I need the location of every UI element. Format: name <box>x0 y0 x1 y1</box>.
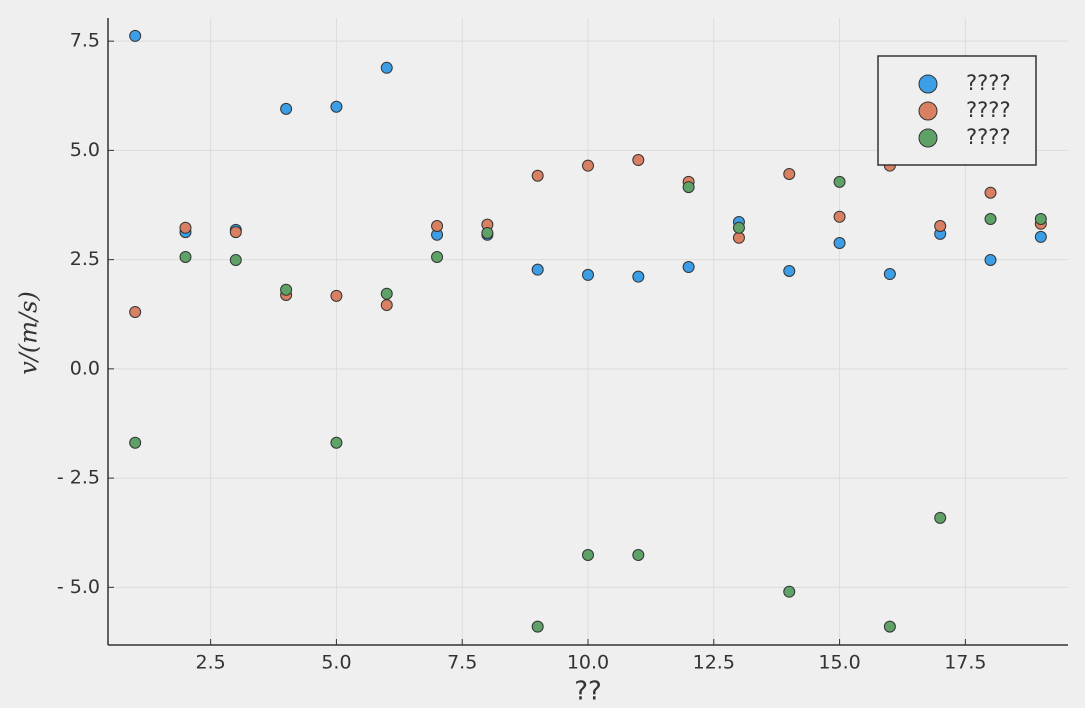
point <box>431 251 444 264</box>
point <box>732 231 745 244</box>
point <box>682 181 695 194</box>
legend-label: ???? <box>966 125 1011 149</box>
y-tick-label: 2.5 <box>70 248 100 270</box>
point <box>682 261 695 274</box>
legend-label: ???? <box>966 98 1011 122</box>
point <box>1034 212 1047 225</box>
y-tick-label: 5.0 <box>70 139 100 161</box>
legend-label: ???? <box>966 71 1011 95</box>
point <box>582 548 594 561</box>
point <box>531 263 544 276</box>
point <box>833 210 846 223</box>
x-axis-label: ?? <box>574 677 602 707</box>
point <box>1034 230 1047 243</box>
point <box>431 219 444 232</box>
x-tick-label: 12.5 <box>693 652 735 674</box>
x-tick-label: 15.0 <box>818 652 860 674</box>
point <box>380 287 393 300</box>
x-tick-label: 5.0 <box>321 652 351 674</box>
point <box>129 306 142 319</box>
y-tick-label: - 2.5 <box>57 467 100 489</box>
point <box>984 212 997 225</box>
x-tick-label: 10.0 <box>567 652 609 674</box>
y-tick-label: 0.0 <box>70 357 100 379</box>
point <box>531 620 544 633</box>
point <box>582 268 594 281</box>
point <box>934 219 947 232</box>
x-tick-label: 2.5 <box>196 652 226 674</box>
legend-box <box>877 55 1037 166</box>
point <box>984 254 997 267</box>
point <box>934 511 947 524</box>
point <box>984 186 997 199</box>
point <box>783 585 796 598</box>
point <box>833 237 846 250</box>
point <box>783 167 796 180</box>
y-axis-label: v/(m/s) <box>15 291 43 375</box>
point <box>129 29 142 42</box>
point <box>883 620 896 633</box>
point <box>330 436 343 449</box>
y-tick-label: - 5.0 <box>57 576 100 598</box>
point <box>229 254 242 267</box>
point <box>582 159 594 172</box>
x-tick-label: 7.5 <box>447 652 477 674</box>
point <box>783 264 796 277</box>
point <box>481 226 494 239</box>
point <box>632 548 645 561</box>
x-tick-label: 17.5 <box>944 652 986 674</box>
point <box>632 270 645 283</box>
point <box>380 299 393 312</box>
point <box>380 61 393 74</box>
point <box>129 436 142 449</box>
point <box>229 226 242 239</box>
legend-marker <box>918 74 938 94</box>
point <box>330 100 343 113</box>
point <box>632 154 645 167</box>
y-tick-label: 7.5 <box>70 30 100 52</box>
point <box>833 175 846 188</box>
point <box>732 221 745 234</box>
point <box>330 289 343 302</box>
point <box>531 169 544 182</box>
point <box>179 251 192 264</box>
point <box>883 268 896 281</box>
legend-marker <box>918 128 938 148</box>
point <box>280 102 293 115</box>
legend-marker <box>918 101 938 121</box>
point <box>280 283 293 296</box>
point <box>179 221 192 234</box>
